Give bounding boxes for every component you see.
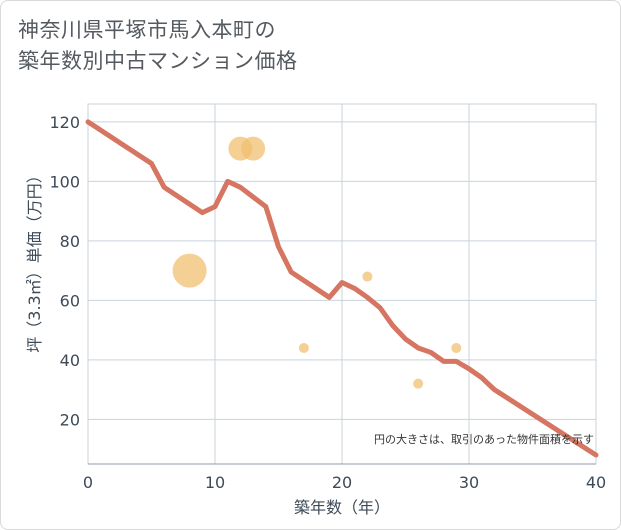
bubble-point bbox=[241, 136, 266, 161]
x-axis-label: 築年数（年） bbox=[294, 498, 390, 517]
y-axis-label: 坪（3.3㎡）単価（万円） bbox=[25, 167, 44, 352]
x-tick-label: 40 bbox=[586, 473, 606, 492]
trend-line bbox=[85, 119, 599, 458]
bubble-point bbox=[298, 342, 309, 353]
y-tick-label: 20 bbox=[60, 410, 80, 429]
y-tick-label: 60 bbox=[60, 291, 80, 310]
chart-title-line-1: 神奈川県平塚市馬入本町の bbox=[18, 18, 276, 42]
bubble-point bbox=[172, 253, 207, 288]
y-tick-label: 120 bbox=[49, 113, 80, 132]
chart-title-line-2: 築年数別中古マンション価格 bbox=[18, 49, 298, 73]
x-tick-label: 10 bbox=[205, 473, 225, 492]
x-tick-label: 0 bbox=[83, 473, 93, 492]
grid-lines bbox=[88, 104, 596, 465]
y-tick-label: 40 bbox=[60, 351, 80, 370]
bubble-point bbox=[451, 342, 462, 353]
chart-title: 神奈川県平塚市馬入本町の 築年数別中古マンション価格 bbox=[18, 15, 298, 77]
bubble-point bbox=[362, 271, 373, 282]
axis-ticks: 0 10 20 30 40 20 40 60 80 100 120 bbox=[49, 113, 606, 492]
y-tick-label: 80 bbox=[60, 232, 80, 251]
trend-series bbox=[85, 119, 599, 458]
bubble-point bbox=[413, 378, 424, 389]
y-tick-label: 100 bbox=[49, 172, 80, 191]
size-note: 円の大きさは、取引のあった物件面積を示す bbox=[374, 432, 594, 446]
bubble-series bbox=[172, 136, 462, 389]
x-tick-label: 20 bbox=[332, 473, 352, 492]
x-tick-label: 30 bbox=[459, 473, 479, 492]
